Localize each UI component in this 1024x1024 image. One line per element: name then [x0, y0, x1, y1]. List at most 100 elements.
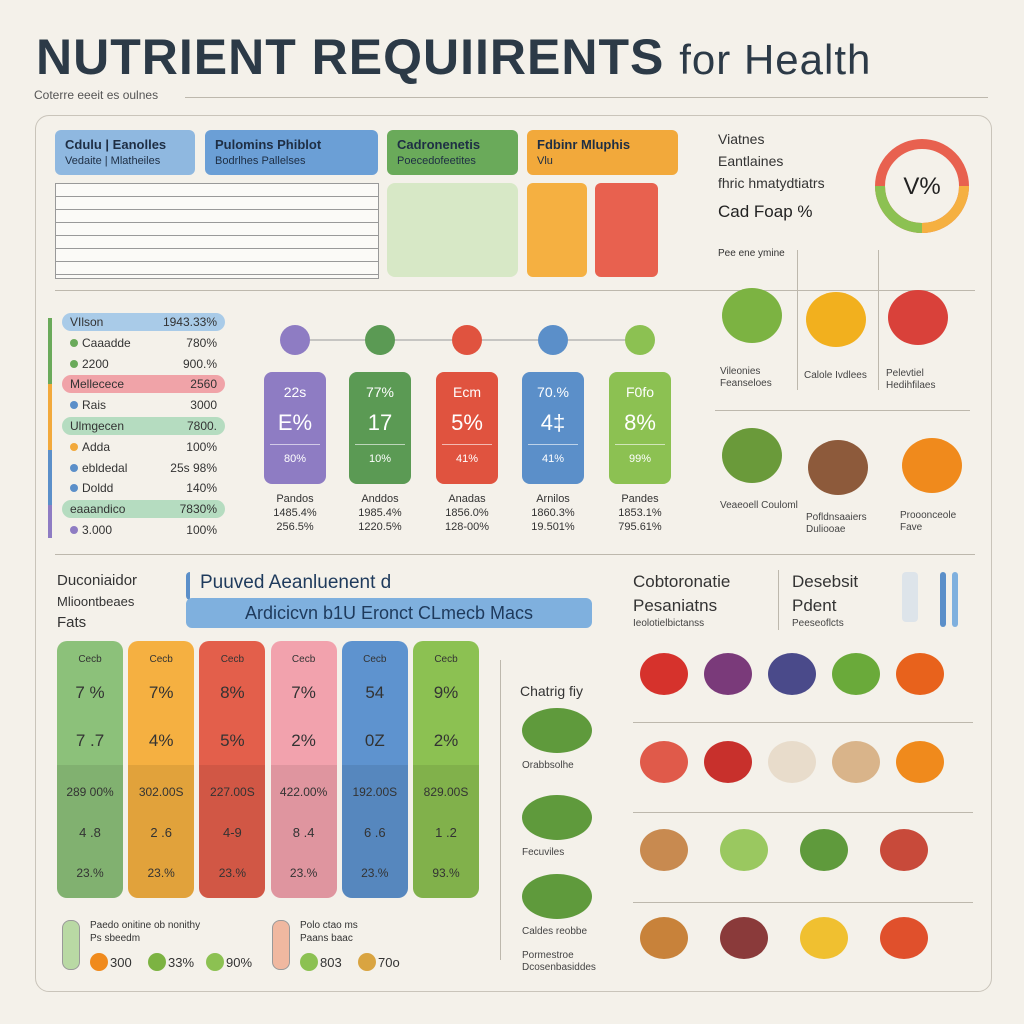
nutrient-value: 7830% [179, 502, 217, 517]
capsule-icon [272, 920, 290, 970]
food-image [808, 440, 868, 495]
card-main: E% [270, 410, 320, 445]
footer-icon [206, 953, 224, 971]
caption-line: Anddos [361, 493, 399, 505]
capsule-icon [62, 920, 80, 970]
card: Ecm 5% 41% [436, 372, 498, 484]
nutrient-name: Adda [82, 439, 111, 454]
caption-line: 1856.0% [445, 507, 489, 519]
tab-line: Vedaite | Mlatheiles [65, 155, 161, 167]
nutrient-name: 2200 [82, 356, 109, 371]
footer-line: Paans baac [300, 933, 353, 944]
panel [35, 115, 992, 992]
caption-line: 256.5% [276, 521, 314, 533]
nutrient-row: 3.000 100% [62, 521, 225, 539]
caption-line: 1853.1% [618, 507, 662, 519]
foods-heading: Pee ene ymine [718, 248, 785, 259]
card-top: 70.% [537, 384, 569, 400]
veg-image [522, 708, 592, 753]
column-label: Cecb [220, 654, 245, 665]
food-image [720, 829, 768, 871]
column-label: Cecb [434, 654, 458, 665]
nutrient-label: Doldd [70, 481, 113, 495]
divider [55, 554, 975, 555]
food-image [806, 292, 866, 347]
macro-heading: Duconiaidor Mlioontbeaes Fats [57, 570, 137, 633]
column-value: 23.% [361, 866, 389, 880]
right-bottom-right-sub: Peeseoflcts [792, 618, 844, 629]
column-value: 4-9 [222, 825, 242, 840]
food-image [880, 829, 928, 871]
nutrient-label: VIlson [70, 315, 103, 329]
divider [500, 660, 501, 960]
nutrient-label: Rais [70, 398, 106, 412]
nutrient-label: Adda [70, 440, 110, 454]
column-lower: 227.00S 4-9 23.% [199, 765, 266, 898]
vitamin-line: Eantlaines [718, 153, 784, 169]
nutrient-value: 3000 [190, 398, 217, 413]
column-value: 8% [220, 683, 245, 702]
tool-icon [952, 572, 958, 627]
veg-label: Caldes reobbe [522, 926, 588, 937]
food-image [722, 428, 782, 483]
green-table [387, 183, 518, 277]
card: F0fo 8% 99% [609, 372, 671, 484]
tab-line: Poecedofeetites [397, 155, 476, 167]
column-lower: 422.00% 8 .4 23.% [270, 765, 337, 898]
column-value: 23.% [218, 866, 247, 880]
nutrient-name: 3.000 [82, 523, 113, 537]
tab-line: Pulomins Phiblot [215, 137, 322, 152]
footer-line: Paedo onitine ob nonithy [90, 920, 201, 931]
tab: Pulomins Phiblot Bodrlhes Pallelses [205, 130, 378, 175]
nutrient-value: 2560 [190, 377, 217, 392]
column-value: 422.00% [279, 785, 328, 799]
card: 70.% 4‡ 41% [522, 372, 584, 484]
connector-dot [538, 325, 568, 355]
footer-icon [90, 953, 108, 971]
column-value: 54 [365, 683, 385, 702]
food-image [640, 653, 688, 695]
dot [70, 484, 78, 493]
nutrient-name: ebldedal [82, 460, 128, 475]
macro-heading-line: Fats [57, 614, 87, 631]
card-top: 22s [283, 384, 307, 400]
food-label: Calole Ivdlees [804, 370, 867, 381]
caption-line: 19.501% [531, 521, 575, 533]
caption-line: Pandos [276, 493, 314, 505]
food-label: Vileonies Feanseloes [720, 366, 772, 389]
divider [715, 410, 970, 411]
nutrient-value: 140% [186, 481, 217, 496]
gauge-ring [875, 185, 923, 233]
divider [185, 97, 988, 98]
column-lower: 192.00S 6 .6 23.% [341, 765, 408, 898]
card-bottom: 10% [368, 453, 392, 465]
macro-column: Cecb 7% 4% 302.00S 2 .6 23.% [128, 641, 195, 898]
banner-title: Puuved Aeanluenent d [186, 572, 480, 600]
card-caption: Arnilos 1860.3% 19.501% [513, 492, 593, 534]
veg-label: Fecuviles [522, 847, 565, 858]
nutrient-name: eaaandico [70, 502, 126, 517]
card-bottom: 80% [283, 453, 307, 465]
nutrient-value: 25s 98% [170, 460, 217, 475]
right-bottom-right-title: Desebsit Pdent [792, 572, 859, 615]
nutrient-name: Doldd [82, 481, 114, 496]
card-top: F0fo [625, 384, 654, 400]
macro-column: Cecb 8% 5% 227.00S 4-9 23.% [199, 641, 266, 898]
red-column [595, 183, 658, 277]
card: 22s E% 80% [264, 372, 326, 484]
food-image [800, 829, 848, 871]
column-value: 7% [291, 683, 316, 702]
column-value: 7% [148, 683, 174, 702]
tab-line: Bodrlhes Pallelses [215, 155, 306, 167]
nutrient-row: Caaadde 780% [62, 334, 225, 352]
caption-line: Anadas [448, 493, 486, 505]
divider [778, 570, 779, 630]
nutrient-row: Doldd 140% [62, 479, 225, 497]
bottle-icon [902, 572, 918, 622]
column-value: 0Z [364, 731, 385, 750]
food-label: Pofldnsaaiers Duliooae [806, 512, 867, 535]
food-image [896, 741, 944, 783]
gauge-ring [921, 185, 969, 233]
veg-heading: Chatrig fiy [520, 683, 584, 699]
column-value: 829.00S [423, 785, 469, 799]
